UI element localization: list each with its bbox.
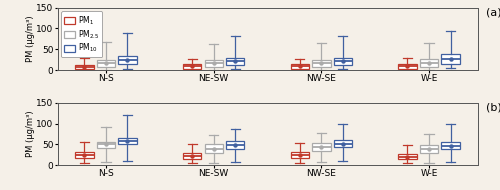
PathPatch shape [420,59,438,67]
PathPatch shape [398,63,416,69]
Legend: PM$_1$, PM$_{2.5}$, PM$_{10}$: PM$_1$, PM$_{2.5}$, PM$_{10}$ [62,11,102,57]
PathPatch shape [442,142,460,150]
PathPatch shape [290,152,309,158]
Text: (a): (a) [486,8,500,18]
PathPatch shape [118,56,136,64]
PathPatch shape [312,143,330,151]
PathPatch shape [334,58,352,65]
PathPatch shape [118,138,136,144]
PathPatch shape [183,153,202,159]
PathPatch shape [76,152,94,158]
PathPatch shape [204,60,223,67]
Y-axis label: PM (μg/m³): PM (μg/m³) [26,16,35,62]
PathPatch shape [204,144,223,153]
PathPatch shape [226,58,244,65]
PathPatch shape [442,54,460,63]
PathPatch shape [398,154,416,159]
Y-axis label: PM (μg/m³): PM (μg/m³) [26,111,35,157]
PathPatch shape [76,65,94,69]
PathPatch shape [420,145,438,153]
PathPatch shape [226,141,244,150]
Text: (b): (b) [486,103,500,113]
PathPatch shape [334,140,352,147]
PathPatch shape [97,60,115,67]
PathPatch shape [290,64,309,69]
PathPatch shape [97,142,115,148]
PathPatch shape [183,64,202,69]
PathPatch shape [312,60,330,67]
